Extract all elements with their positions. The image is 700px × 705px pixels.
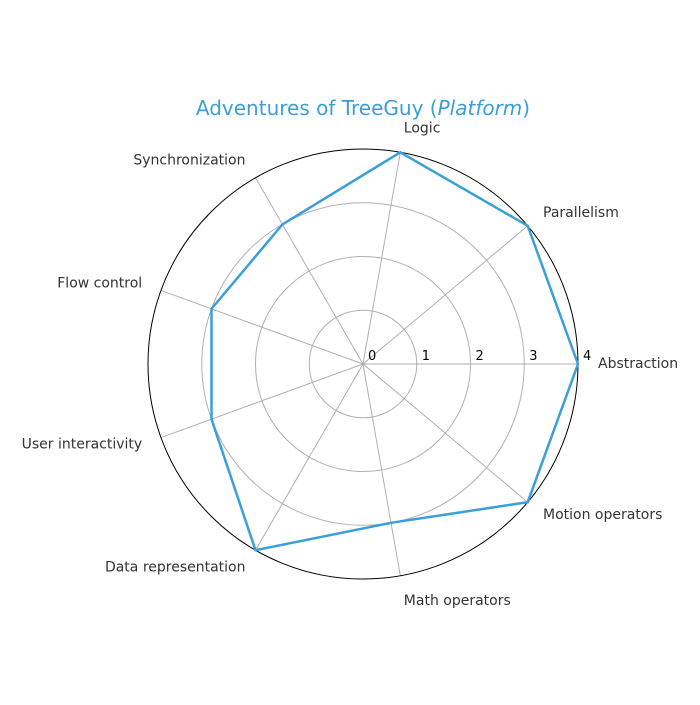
radar-series-layer (210, 150, 580, 552)
grid-spoke (255, 363, 364, 551)
radial-tick-label: 3 (529, 349, 537, 364)
category-label: Parallelism (543, 205, 619, 221)
category-label: Data representation (105, 560, 246, 576)
chart-title-prefix: Adventures of TreeGuy ( (196, 96, 438, 120)
radial-tick-label: 0 (368, 349, 376, 364)
grid-spoke (362, 152, 401, 365)
category-label: Synchronization (133, 153, 245, 169)
grid-spoke (160, 363, 364, 439)
radial-tick-label: 4 (583, 349, 591, 364)
category-label: Flow control (57, 276, 142, 292)
grid-spoke (160, 289, 364, 365)
grid-spoke (255, 177, 364, 365)
series-line (210, 150, 580, 552)
radial-tick-label: 1 (422, 349, 430, 364)
chart-title: Adventures of TreeGuy (Platform) (196, 96, 530, 120)
category-label: Math operators (404, 593, 511, 609)
category-labels: Abstraction Parallelism Logic Synchronizati… (22, 121, 679, 609)
grid-spoke (362, 363, 529, 503)
radial-tick-labels: 0 1 2 3 4 (368, 349, 591, 364)
grid-spoke (362, 225, 529, 365)
radial-tick-label: 2 (476, 349, 484, 364)
chart-title-emphasis: Platform (438, 96, 523, 120)
category-label: User interactivity (22, 436, 143, 452)
grid-spoke (362, 363, 401, 576)
category-label: Motion operators (543, 507, 662, 523)
chart-title-suffix: ) (522, 96, 530, 120)
category-label: Logic (404, 121, 441, 137)
category-label: Abstraction (598, 356, 678, 372)
